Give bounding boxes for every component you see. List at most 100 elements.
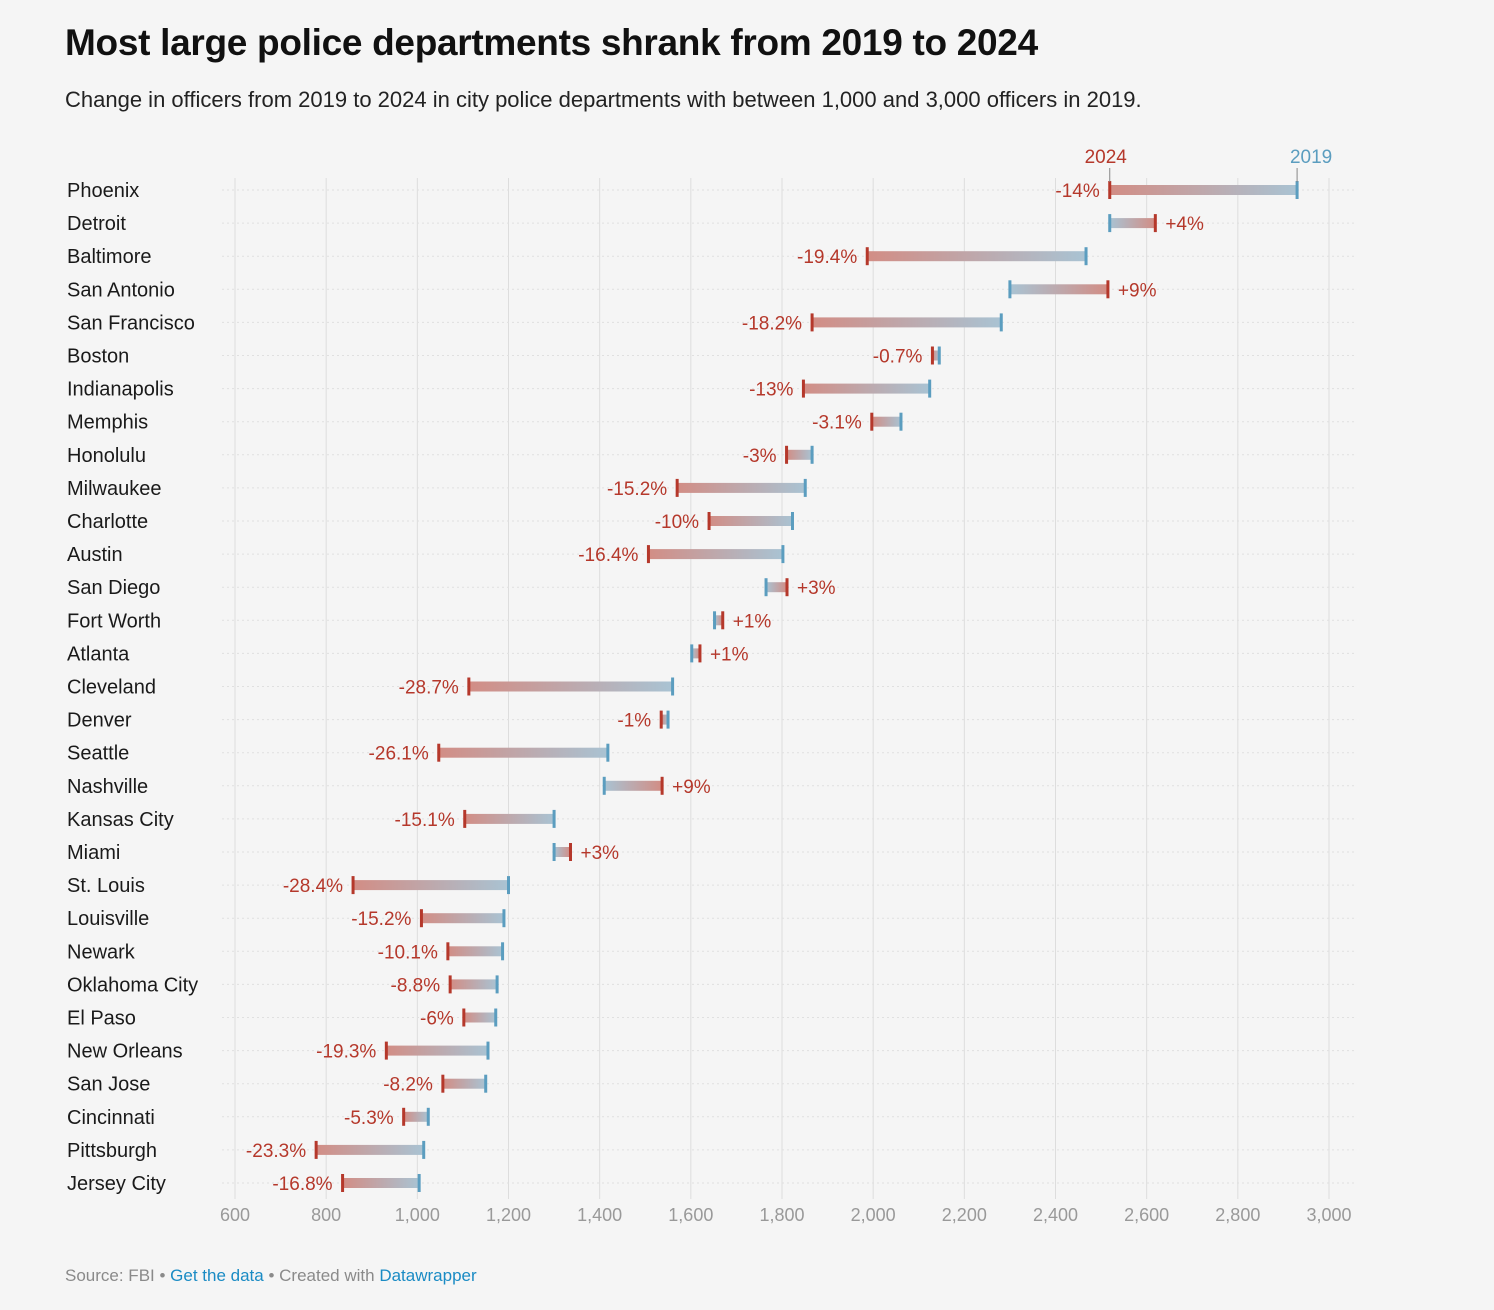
change-label: +3% (580, 843, 619, 864)
change-label: -28.7% (399, 678, 459, 699)
marker-2019 (422, 1140, 426, 1159)
marker-2024 (675, 478, 679, 497)
change-label: -15.2% (351, 909, 411, 930)
marker-2024 (351, 876, 355, 895)
change-label: -3% (743, 446, 777, 467)
city-label: New Orleans (67, 1041, 183, 1063)
marker-2024 (446, 942, 450, 961)
change-label: -18.2% (742, 313, 802, 334)
x-tick-label: 2,000 (851, 1205, 896, 1225)
marker-2024 (785, 445, 789, 464)
created-with-text: Created with (279, 1266, 380, 1285)
marker-2019 (899, 412, 903, 431)
change-label: -8.8% (391, 975, 441, 996)
range-bar (1109, 218, 1156, 229)
source-text: Source: FBI (65, 1266, 155, 1285)
range-bar (648, 549, 783, 560)
change-label: +9% (1118, 280, 1157, 301)
marker-2024 (660, 776, 664, 795)
marker-2019 (999, 313, 1003, 332)
marker-2024 (721, 611, 725, 630)
legend: 2024 2019 (1085, 147, 1332, 182)
dumbbell-chart: Phoenix -14% Detroit +4% Baltimore -19.4% San … (67, 147, 1355, 1225)
range-bar (403, 1111, 429, 1122)
change-label: -10.1% (378, 942, 438, 963)
range-bar (447, 946, 503, 957)
x-tick-label: 3,000 (1306, 1205, 1351, 1225)
change-label: +4% (1165, 214, 1204, 235)
change-label: -1% (617, 711, 651, 732)
change-label: -15.1% (395, 810, 455, 831)
change-label: -19.4% (797, 247, 857, 268)
city-label: Atlanta (67, 643, 130, 665)
range-bar (1109, 185, 1298, 195)
marker-2019 (426, 1107, 430, 1126)
marker-2024 (1153, 214, 1157, 233)
marker-2019 (552, 843, 556, 861)
city-label: Cleveland (67, 677, 156, 699)
city-label: Memphis (67, 412, 148, 434)
marker-2024 (707, 512, 711, 530)
marker-2024 (384, 1041, 388, 1060)
x-tick-label: 600 (220, 1205, 250, 1225)
marker-2019 (764, 578, 768, 597)
get-data-link[interactable]: Get the data (170, 1266, 264, 1285)
change-label: +1% (710, 644, 749, 665)
marker-2024 (870, 412, 874, 431)
city-label: Detroit (67, 213, 126, 235)
range-bar (450, 979, 498, 990)
range-bar (421, 913, 504, 924)
marker-2019 (671, 677, 675, 696)
marker-2019 (713, 611, 717, 630)
datawrapper-link[interactable]: Datawrapper (379, 1266, 477, 1285)
city-label: Phoenix (67, 180, 139, 202)
city-label: Boston (67, 346, 129, 368)
city-label: San Diego (67, 577, 160, 599)
marker-2019 (928, 379, 932, 398)
range-bar (691, 648, 700, 659)
range-bar (386, 1045, 488, 1056)
range-bar (766, 582, 788, 593)
marker-2024 (1106, 280, 1110, 299)
marker-2019 (690, 644, 694, 663)
change-label: -26.1% (369, 744, 429, 765)
city-label: Honolulu (67, 445, 146, 467)
change-label: -15.2% (607, 479, 667, 500)
marker-2019 (781, 545, 785, 564)
marker-2024 (1108, 181, 1112, 199)
range-bar (714, 615, 723, 626)
change-label: -3.1% (812, 413, 862, 434)
range-bar (871, 416, 901, 427)
range-bar (342, 1178, 420, 1188)
marker-2019 (501, 942, 505, 961)
x-tick-label: 800 (311, 1205, 341, 1225)
marker-2019 (502, 909, 506, 928)
range-bar (932, 350, 940, 361)
marker-2019 (790, 512, 794, 530)
x-axis: 600 800 1,000 1,200 1,400 1,600 1,800 2,000 2,20… (220, 1205, 1352, 1225)
marker-2019 (507, 876, 510, 895)
range-bar (464, 813, 555, 824)
change-label: +1% (733, 611, 772, 632)
city-label: Cincinnati (67, 1107, 155, 1129)
range-bar (442, 1078, 486, 1089)
change-label: -14% (1055, 181, 1099, 202)
chart-subtitle: Change in officers from 2019 to 2024 in … (65, 87, 1142, 112)
marker-2019 (494, 1008, 498, 1027)
city-label: Jersey City (67, 1173, 166, 1195)
city-label: Fort Worth (67, 610, 161, 632)
change-label: -19.3% (316, 1042, 376, 1063)
city-label: Denver (67, 710, 132, 732)
change-label: -23.3% (246, 1141, 306, 1162)
city-label: San Antonio (67, 279, 175, 301)
marker-2024 (568, 843, 572, 861)
marker-2019 (666, 710, 670, 729)
city-label: Newark (67, 941, 136, 963)
marker-2024 (402, 1107, 406, 1126)
footer: Source: FBI • Get the data • Created wit… (65, 1266, 477, 1286)
city-label: San Francisco (67, 312, 195, 334)
range-bar (468, 681, 673, 692)
marker-2024 (341, 1174, 345, 1192)
city-label: Austin (67, 544, 123, 566)
marker-2024 (785, 578, 789, 597)
